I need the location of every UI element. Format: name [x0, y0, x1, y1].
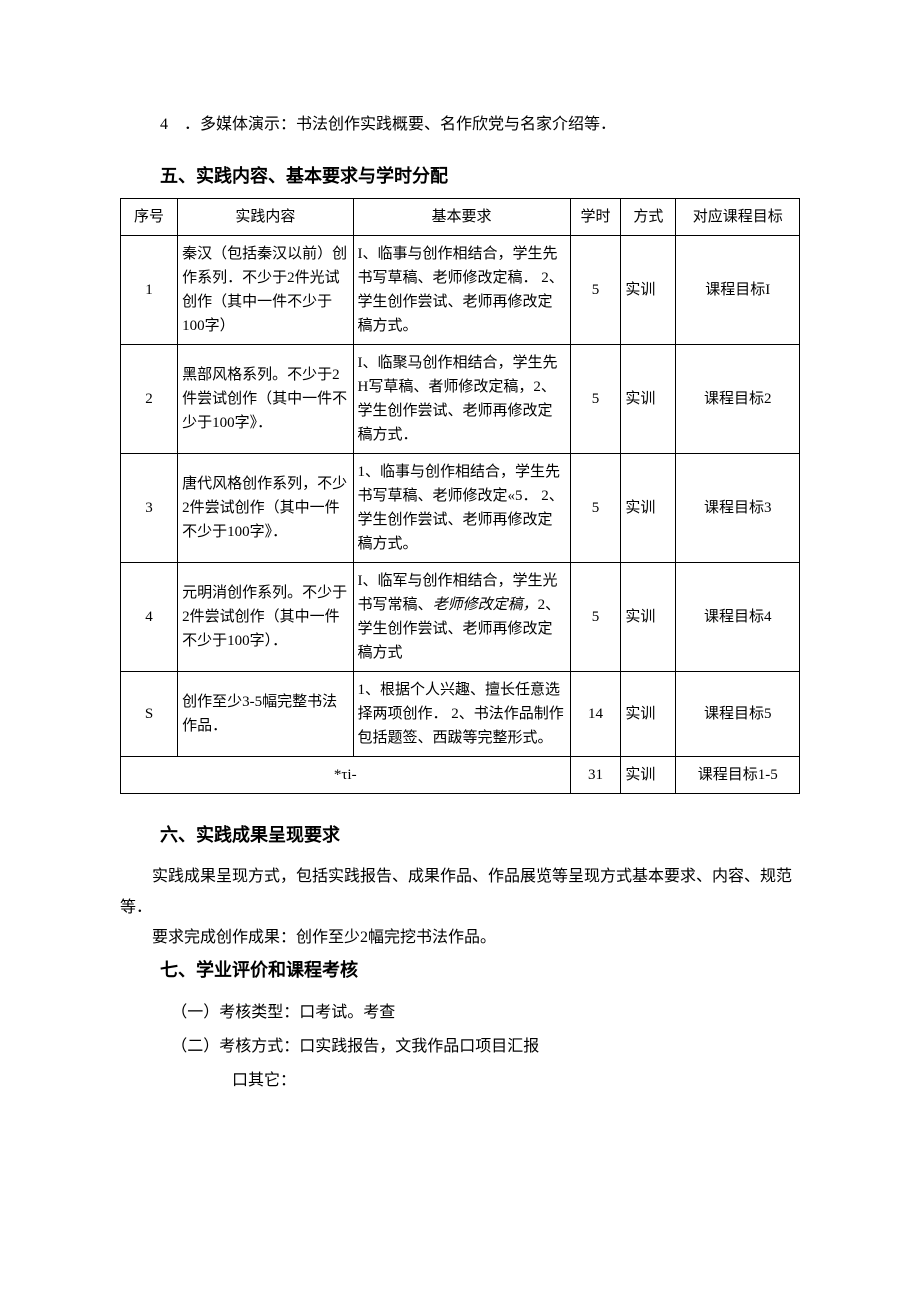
cell-hours: 5: [570, 454, 621, 563]
section-6-paragraph-1: 实践成果呈现方式，包括实践报告、成果作品、作品展览等呈现方式基本要求、内容、规范…: [120, 862, 800, 923]
cell-content: 秦汉（包括秦汉以前）创作系列．不少于2件光试创作（其中一件不少于100字）: [178, 236, 353, 345]
cell-total-goal: 课程目标1-5: [676, 757, 800, 794]
section-5-heading: 五、实践内容、基本要求与学时分配: [160, 162, 800, 188]
cell-content: 创作至少3-5幅完整书法作品．: [178, 672, 353, 757]
cell-total-hours: 31: [570, 757, 621, 794]
cell-content: 唐代风格创作系列，不少2件尝试创作（其中一件不少于100字》．: [178, 454, 353, 563]
th-hours: 学时: [570, 199, 621, 236]
cell-hours: 14: [570, 672, 621, 757]
th-mode: 方式: [621, 199, 676, 236]
table-header-row: 序号 实践内容 基本要求 学时 方式 对应课程目标: [121, 199, 800, 236]
section-7-line-3: 口其它：: [120, 1066, 800, 1096]
cell-hours: 5: [570, 345, 621, 454]
th-seq: 序号: [121, 199, 178, 236]
cell-requirement: 1、根据个人兴趣、擅长任意选择两项创作． 2、书法作品制作包括题签、西跋等完整形…: [353, 672, 570, 757]
section-6-heading: 六、实践成果呈现要求: [160, 818, 800, 852]
cell-seq: 4: [121, 563, 178, 672]
cell-requirement: I、临军与创作相结合，学生光书写常稿、老师修改定稿，2、学生创作尝试、老师再修改…: [353, 563, 570, 672]
cell-requirement: 1、临事与创作相结合，学生先书写草稿、老师修改定«5． 2、学生创作尝试、老师再…: [353, 454, 570, 563]
cell-content: 元明消创作系列。不少于2件尝试创作（其中一件不少于100字）．: [178, 563, 353, 672]
section-7-line-1: （一）考核类型：口考试。考查: [120, 998, 800, 1028]
section-7-line-2: （二）考核方式：口实践报告，文我作品口项目汇报: [120, 1032, 800, 1062]
section-6-block: 六、实践成果呈现要求 实践成果呈现方式，包括实践报告、成果作品、作品展览等呈现方…: [120, 818, 800, 1097]
table-footer-row: *τi- 31 实训 课程目标1-5: [121, 757, 800, 794]
req-italic: 老师修改定稿，: [433, 597, 538, 613]
cell-goal: 课程目标2: [676, 345, 800, 454]
cell-mode: 实训: [621, 345, 676, 454]
table-row: 2 黑部风格系列。不少于2件尝试创作（其中一件不少于100字》． I、临聚马创作…: [121, 345, 800, 454]
cell-goal: 课程目标3: [676, 454, 800, 563]
cell-seq: 2: [121, 345, 178, 454]
cell-hours: 5: [570, 563, 621, 672]
document-page: 4 ．多媒体演示：书法创作实践概要、名作欣党与名家介绍等． 五、实践内容、基本要…: [0, 0, 920, 1301]
table-row: 1 秦汉（包括秦汉以前）创作系列．不少于2件光试创作（其中一件不少于100字） …: [121, 236, 800, 345]
cell-seq: S: [121, 672, 178, 757]
cell-seq: 1: [121, 236, 178, 345]
cell-goal: 课程目标4: [676, 563, 800, 672]
cell-total-label: *τi-: [121, 757, 571, 794]
cell-mode: 实训: [621, 563, 676, 672]
cell-goal: 课程目标I: [676, 236, 800, 345]
cell-content: 黑部风格系列。不少于2件尝试创作（其中一件不少于100字》．: [178, 345, 353, 454]
cell-goal: 课程目标5: [676, 672, 800, 757]
cell-requirement: I、临聚马创作相结合，学生先H写草稿、者师修改定稿，2、学生创作尝试、老师再修改…: [353, 345, 570, 454]
table-row: 4 元明消创作系列。不少于2件尝试创作（其中一件不少于100字）． I、临军与创…: [121, 563, 800, 672]
cell-seq: 3: [121, 454, 178, 563]
cell-mode: 实训: [621, 672, 676, 757]
th-requirement: 基本要求: [353, 199, 570, 236]
table-row: 3 唐代风格创作系列，不少2件尝试创作（其中一件不少于100字》． 1、临事与创…: [121, 454, 800, 563]
cell-requirement: I、临事与创作相结合，学生先书写草稿、老师修改定稿． 2、学生创作尝试、老师再修…: [353, 236, 570, 345]
cell-mode: 实训: [621, 236, 676, 345]
paragraph-item-4: 4 ．多媒体演示：书法创作实践概要、名作欣党与名家介绍等．: [120, 110, 800, 134]
th-content: 实践内容: [178, 199, 353, 236]
section-7-heading: 七、学业评价和课程考核: [160, 953, 800, 987]
table-row: S 创作至少3-5幅完整书法作品． 1、根据个人兴趣、擅长任意选择两项创作． 2…: [121, 672, 800, 757]
section-6-paragraph-2: 要求完成创作成果：创作至少2幅完挖书法作品。: [120, 923, 800, 953]
cell-hours: 5: [570, 236, 621, 345]
practice-table: 序号 实践内容 基本要求 学时 方式 对应课程目标 1 秦汉（包括秦汉以前）创作…: [120, 198, 800, 794]
cell-mode: 实训: [621, 454, 676, 563]
cell-total-mode: 实训: [621, 757, 676, 794]
th-goal: 对应课程目标: [676, 199, 800, 236]
